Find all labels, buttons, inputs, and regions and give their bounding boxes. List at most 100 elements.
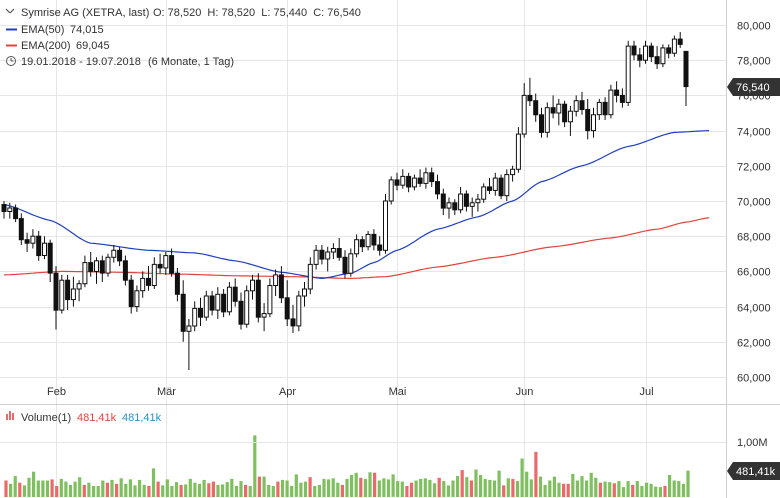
candle-body [157, 263, 163, 269]
month-label: Jul [639, 386, 653, 398]
volume-last-badge [727, 462, 780, 480]
volume-bar [313, 486, 317, 497]
candle [458, 186, 464, 214]
candle [18, 213, 24, 245]
volume-bar [221, 484, 225, 498]
candle-body [383, 200, 388, 251]
volume-bar [368, 472, 372, 498]
volume-bar [110, 479, 114, 497]
candle-body [151, 263, 157, 286]
volume-bar [262, 476, 266, 497]
volume-bar [271, 486, 275, 497]
volume-bar [253, 435, 257, 497]
candle-body [319, 249, 325, 260]
volume-icon [6, 414, 8, 420]
candle [498, 174, 504, 200]
volume-bar [225, 482, 229, 497]
candle [7, 202, 13, 219]
candle-body [203, 295, 209, 318]
candle [105, 253, 111, 277]
candle-body [313, 249, 319, 265]
volume-bar [285, 480, 289, 497]
candle [290, 304, 296, 333]
volume-bar [156, 481, 160, 497]
candle [400, 169, 406, 189]
candle-body [394, 179, 400, 186]
candle-body [660, 47, 666, 65]
candle [70, 276, 76, 307]
candle [550, 95, 556, 119]
date-range-extra: (6 Monate, 1 Tag) [148, 56, 234, 68]
candle-body [18, 218, 24, 241]
date-range: 19.01.2018 - 19.07.2018 [21, 56, 141, 68]
candle [429, 167, 435, 187]
candle [359, 236, 365, 252]
candle [111, 245, 117, 263]
candle-body [146, 277, 151, 286]
candle-body [625, 45, 631, 103]
candle [619, 88, 625, 108]
candle-body [429, 172, 435, 183]
candle-body [648, 45, 654, 58]
volume-bar [27, 477, 31, 498]
volume-bar [101, 480, 105, 497]
candle [215, 287, 221, 319]
candle-body [446, 202, 452, 209]
volume-bar [373, 472, 377, 497]
volume-bar [405, 486, 409, 497]
candle-body [539, 114, 544, 133]
volume-bar [211, 481, 215, 497]
volume-bar [538, 476, 543, 497]
candle-body [278, 274, 284, 299]
candle [94, 257, 99, 284]
volume-bar [317, 484, 321, 497]
candle-body [238, 300, 244, 325]
candle-body [573, 100, 579, 112]
candle-body [475, 198, 481, 204]
volume-bar [92, 486, 96, 497]
volume-bar [207, 483, 211, 498]
volume-last-label: 481,41k [736, 466, 776, 478]
month-label: Mär [157, 386, 176, 398]
volume-value-blue: 481,41k [122, 412, 162, 424]
volume-bar [179, 484, 183, 497]
volume-bar [73, 481, 77, 497]
ema200-value: 69,045 [76, 40, 110, 52]
price-tick-label: 78,000 [737, 56, 771, 68]
candle-body [423, 172, 429, 184]
candle-body [544, 107, 550, 133]
candle-body [371, 233, 377, 246]
volume-bar [165, 479, 169, 497]
candle [198, 297, 203, 326]
volume-bar [465, 477, 469, 497]
volume-bar [492, 480, 497, 497]
candle [637, 47, 643, 68]
instrument-title: Symrise AG (XETRA, last) [21, 7, 149, 19]
expand-chevron-icon[interactable] [5, 8, 11, 14]
volume-bar [686, 470, 690, 497]
candle-body [521, 94, 527, 135]
volume-bar [460, 470, 464, 497]
volume-bar [59, 478, 63, 498]
volume-bar [96, 486, 100, 497]
volume-bar [345, 478, 349, 498]
volume-bar [585, 480, 589, 497]
volume-bar [41, 480, 45, 497]
candle-body [180, 293, 186, 332]
candle-body [330, 248, 336, 253]
candle-body [226, 286, 232, 313]
volume-bar [87, 482, 91, 497]
candle-body [273, 274, 279, 286]
volume-bar [451, 480, 455, 497]
candle-body [527, 94, 533, 102]
candle [394, 172, 400, 191]
candle-body [186, 325, 192, 332]
candle [47, 239, 53, 282]
candle-body [608, 89, 614, 116]
candle-body [487, 186, 492, 191]
volume-bar [354, 472, 358, 497]
volume-bar [626, 481, 630, 497]
volume-bar [456, 476, 460, 497]
volume-bar [548, 480, 552, 497]
volume-bar [105, 482, 109, 497]
